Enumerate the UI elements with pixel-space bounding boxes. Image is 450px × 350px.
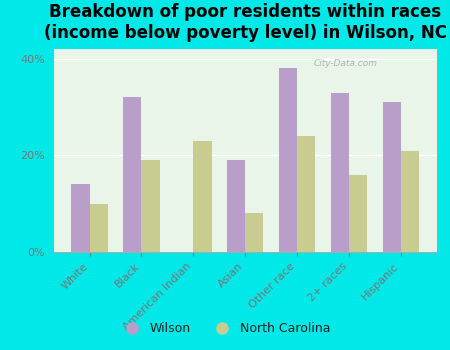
Legend: Wilson, North Carolina: Wilson, North Carolina (115, 317, 335, 340)
Text: City-Data.com: City-Data.com (314, 59, 378, 68)
Bar (227, 160, 245, 252)
Title: Breakdown of poor residents within races
(income below poverty level) in Wilson,: Breakdown of poor residents within races… (44, 3, 447, 42)
Bar (245, 214, 263, 252)
Bar (349, 175, 367, 252)
Bar (383, 102, 401, 252)
Bar (401, 150, 419, 252)
Bar (123, 97, 141, 252)
Bar (194, 141, 212, 252)
Bar (90, 204, 108, 252)
Bar (279, 68, 297, 252)
Bar (297, 136, 315, 252)
Bar (141, 160, 160, 252)
Bar (331, 92, 349, 252)
Bar (72, 184, 90, 252)
